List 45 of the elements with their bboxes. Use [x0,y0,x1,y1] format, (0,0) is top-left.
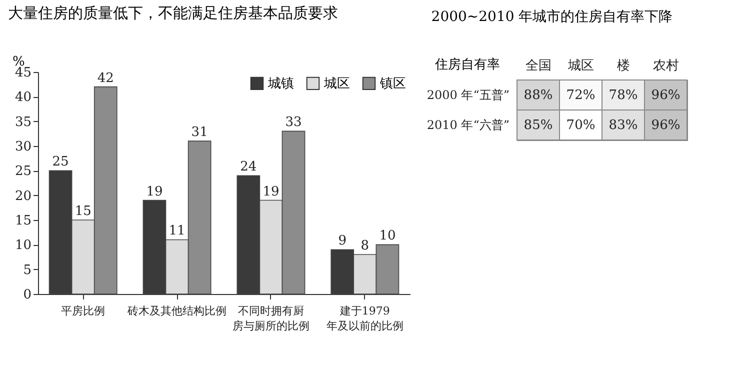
data-label: 11 [168,224,186,239]
data-label: 72% [566,88,596,103]
y-axis-title: 住房自有率 [434,56,500,72]
x-tick-label: 城区 [566,58,594,74]
y-tick-label: 35 [14,114,32,130]
data-label: 25 [52,154,69,170]
data-label: 31 [191,125,208,140]
y-tick-label: 2010 年“六普” [426,118,510,132]
data-label: 15 [74,204,92,219]
data-label: 78% [608,88,638,103]
y-tick-label: 2000 年“五普” [426,88,510,102]
y-tick-label: 40 [14,90,32,106]
data-label: 9 [338,234,347,249]
data-label: 8 [360,238,370,254]
legend-label: 城镇 [267,76,294,92]
data-label: 96% [651,118,680,133]
y-tick-label: 0 [23,288,32,302]
data-label: 24 [240,160,257,175]
y-tick-label: 10 [14,238,32,254]
x-tick-label: 不同时拥有厨房与厕所的比例 [232,304,310,332]
data-label: 85% [524,118,553,133]
x-tick-label: 建于1979年及以前的比例 [326,304,404,332]
x-tick-label: 砖木及其他结构比例 [126,304,227,318]
data-label: 19 [146,184,163,200]
x-tick-label: 楼 [616,58,630,74]
legend-label: 镇区 [379,76,406,92]
x-tick-label: 农村 [652,58,679,74]
y-tick-label: 15 [14,214,32,228]
data-label: 70% [566,118,596,133]
data-label: 88% [524,88,553,103]
data-label: 42 [97,70,114,86]
chart-title: 大量住房的质量低下，不能满足住房基本品质要求 [8,4,338,22]
data-label: 33 [285,115,302,130]
chart-title: 2000~2010 年城市的住房自有率下降 [431,9,673,25]
data-label: 10 [379,228,396,244]
y-tick-label: 20 [14,188,32,204]
y-tick-label: 5 [23,262,32,278]
y-tick-label: 30 [14,140,32,154]
data-label: 96% [651,88,680,103]
legend-label: 城区 [323,76,350,92]
data-label: 83% [608,118,638,133]
data-label: 19 [262,184,280,200]
x-tick-label: 平房比例 [61,304,106,318]
y-tick-label: 25 [14,164,32,180]
x-tick-label: 全国 [525,58,552,74]
